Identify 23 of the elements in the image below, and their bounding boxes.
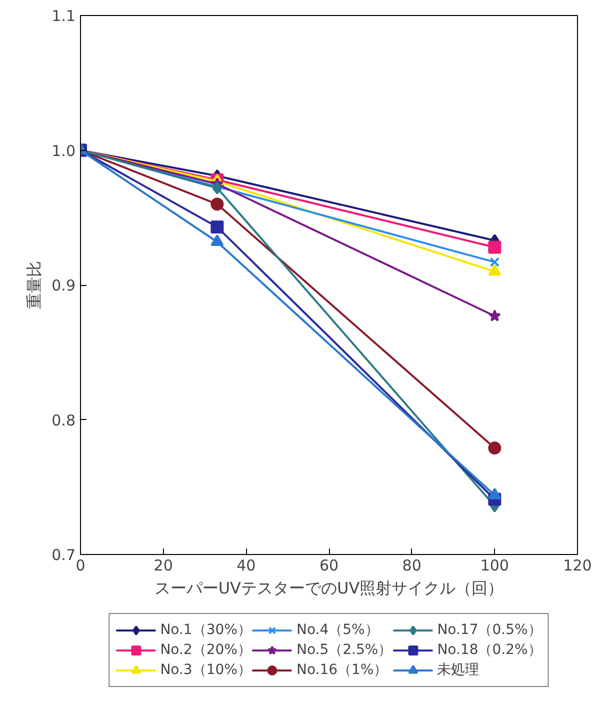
y-tick-label: 0.8 <box>52 411 76 430</box>
legend-label: No.5（2.5%） <box>296 641 392 659</box>
x-tick-label: 100 <box>480 556 509 574</box>
x-tick-label: 0 <box>76 556 86 574</box>
y-tick-label: 1.1 <box>52 7 76 25</box>
x-axis-title: スーパーUVテスターでのUV照射サイクル（回） <box>154 578 504 598</box>
y-tick-label: 0.9 <box>52 276 76 294</box>
y-tick-label: 1.0 <box>52 142 76 160</box>
legend-label: No.4（5%） <box>296 621 379 639</box>
legend-label: No.17（0.5%） <box>437 621 542 639</box>
x-tick-label: 80 <box>402 556 422 574</box>
legend-label: 未処理 <box>437 661 480 679</box>
x-tick-label: 40 <box>236 556 256 574</box>
legend-label: No.1（30%） <box>160 621 252 639</box>
x-tick-label: 120 <box>563 556 592 574</box>
legend-label: No.16（1%） <box>296 661 388 679</box>
x-tick-label: 20 <box>154 556 173 574</box>
y-axis-title: 重量比 <box>24 261 44 309</box>
x-tick-label: 60 <box>319 556 339 574</box>
legend-label: No.18（0.2%） <box>437 641 542 659</box>
legend-label: No.3（10%） <box>160 661 252 679</box>
y-tick-label: 0.7 <box>52 546 76 564</box>
legend-label: No.2（20%） <box>160 641 252 659</box>
